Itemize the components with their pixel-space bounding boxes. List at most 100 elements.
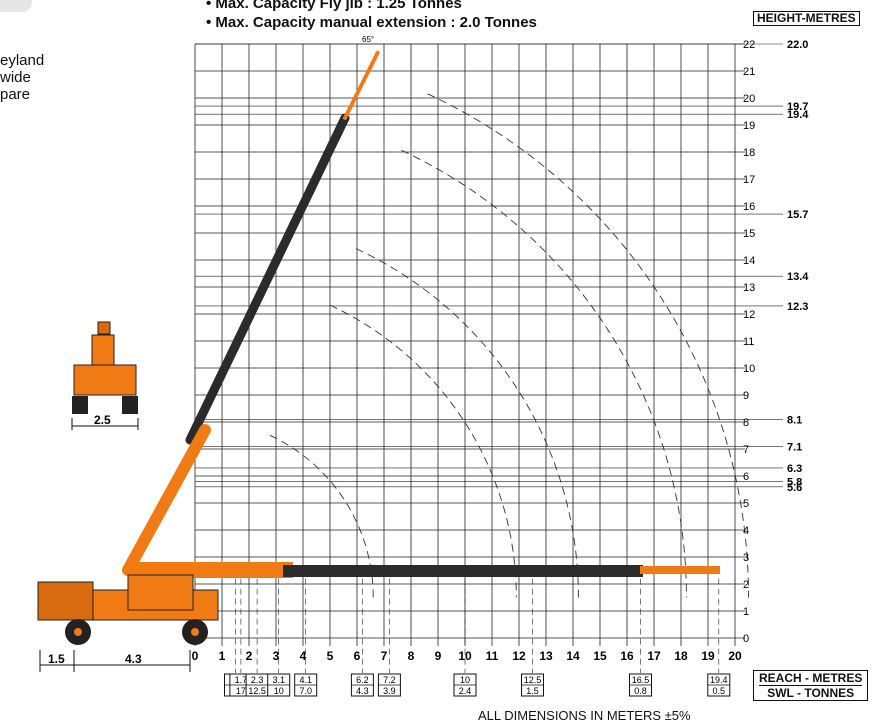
height-marks: 22.0 19.719.4 15.7 13.4 12.3 8.1 7.1 6.35.85.6	[195, 39, 809, 494]
boom-black-section	[283, 565, 643, 577]
reach-tick-label: 20	[728, 649, 742, 663]
height-mark-label: 5.8	[787, 476, 802, 488]
capacity-swl-value: 2.4	[459, 686, 472, 696]
reach-tick-label: 10	[458, 649, 472, 663]
reach-tick-label: 17	[647, 649, 661, 663]
height-mark-label: 12.3	[787, 301, 808, 313]
capacity-swl-value: 12.5	[248, 686, 266, 696]
side-text: eyland wide pare	[0, 52, 44, 103]
working-range-arc	[329, 304, 517, 598]
capacity-swl-value: 10	[274, 686, 284, 696]
capacity-reach-value: 1.7	[235, 675, 248, 685]
height-tick-label: 16	[743, 201, 755, 213]
height-mark-label: 8.1	[787, 414, 802, 426]
height-mark-label: 5.6	[787, 482, 802, 494]
reach-tick-label: 3	[273, 649, 280, 663]
height-tick-label: 4	[743, 525, 749, 537]
reach-swl-legend: REACH - METRES SWL - TONNES	[753, 670, 869, 701]
manual-extension-capacity: • Max. Capacity manual extension : 2.0 T…	[206, 14, 537, 31]
chart-grid	[194, 43, 745, 646]
reach-tick-label: 9	[435, 649, 442, 663]
height-tick-label: 2	[743, 579, 749, 591]
height-tick-label: 22	[743, 39, 755, 51]
dimension-lines	[39, 650, 191, 672]
crane-cab	[37, 581, 94, 621]
height-tick-label: 9	[743, 390, 749, 402]
capacity-reach-value: 4.1	[299, 675, 312, 685]
crane-front-view	[71, 321, 139, 430]
height-tick-label: 1	[743, 606, 749, 618]
height-mark-label: 19.7	[787, 101, 808, 113]
capacity-swl-value: 1.5	[526, 686, 539, 696]
capacity-reach-value: 3.1	[272, 675, 285, 685]
capacity-swl-value: 7.0	[299, 686, 312, 696]
height-tick-label: 3	[743, 552, 749, 564]
height-mark-label: 22.0	[787, 39, 808, 51]
wheel-hub	[191, 628, 199, 636]
rear-overhang-value: 1.5	[48, 652, 65, 666]
reach-tick-label: 11	[486, 649, 499, 663]
boom-main-section	[185, 113, 350, 445]
reach-tick-label: 5	[327, 649, 334, 663]
reach-tick-label: 1	[219, 649, 226, 663]
reach-tick-label: 0	[192, 649, 199, 663]
dimension-note: ALL DIMENSIONS IN METERS ±5%	[478, 708, 691, 723]
height-tick-label: 21	[743, 66, 755, 78]
capacity-reach-value: 7.2	[383, 675, 396, 685]
crane-turret	[127, 574, 194, 611]
capacity-reach-value: 16.5	[632, 675, 650, 685]
swl-tonnes-label: SWL - TONNES	[767, 686, 855, 700]
reach-tick-label: 6	[354, 649, 361, 663]
height-mark-label: 13.4	[787, 271, 809, 283]
side-text-line: pare	[0, 86, 31, 103]
reach-tick-label: 4	[300, 649, 307, 663]
capacity-notes: • Max. Capacity Fly jib : 1.25 Tonnes • …	[206, 0, 537, 32]
boom-lower-section	[122, 424, 211, 576]
side-text-line: eyland	[0, 52, 45, 69]
boom-jib-tip	[640, 566, 720, 574]
height-tick-label: 8	[743, 417, 749, 429]
height-tick-label: 15	[743, 228, 755, 240]
reach-tick-label: 2	[246, 649, 253, 663]
crane-vehicle	[37, 574, 219, 645]
height-tick-label: 12	[743, 309, 755, 321]
height-tick-label: 7	[743, 444, 749, 456]
capacity-reach-value: 19.4	[710, 675, 728, 685]
height-tick-label: 6	[743, 471, 749, 483]
reach-tick-label: 7	[381, 649, 388, 663]
height-tick-label: 14	[743, 255, 755, 267]
capacity-reach-value: 2.3	[251, 675, 264, 685]
capacity-swl-value: 3.9	[383, 686, 396, 696]
reach-tick-label: 19	[701, 649, 715, 663]
height-mark-label: 19.4	[787, 109, 809, 121]
fly-jib	[343, 50, 380, 120]
height-tick-label: 11	[743, 336, 754, 348]
capacity-reach-value: 6.2	[356, 675, 369, 685]
reach-metres-label: REACH - METRES	[759, 671, 863, 686]
reach-tick-label: 18	[674, 649, 688, 663]
working-range-arcs	[269, 93, 749, 598]
reach-tick-label: 14	[566, 649, 580, 663]
height-tick-label: 20	[743, 93, 755, 105]
corner-tab	[0, 0, 32, 12]
reach-tick-label: 12	[512, 649, 526, 663]
capacity-swl-value: 0.5	[713, 686, 726, 696]
horizontal-boom	[128, 562, 720, 578]
track-width-value: 2.5	[94, 413, 111, 427]
capacity-reach-value: 10	[460, 675, 470, 685]
reach-tick-label: 15	[593, 649, 607, 663]
height-tick-label: 19	[743, 120, 755, 132]
working-range-arc	[401, 149, 687, 598]
height-tick-label: 5	[743, 498, 749, 510]
capacity-swl-value: 17	[236, 686, 246, 696]
fly-jib-capacity: • Max. Capacity Fly jib : 1.25 Tonnes	[206, 0, 462, 12]
reach-tick-label: 16	[620, 649, 634, 663]
reach-tick-label: 8	[408, 649, 415, 663]
side-text-line: wide	[0, 69, 31, 86]
capacity-reach-value: 12.5	[524, 675, 542, 685]
boom-base-orange	[128, 562, 293, 578]
boom-angle-label: 65°	[362, 35, 374, 44]
height-mark-label: 7.1	[787, 441, 802, 453]
